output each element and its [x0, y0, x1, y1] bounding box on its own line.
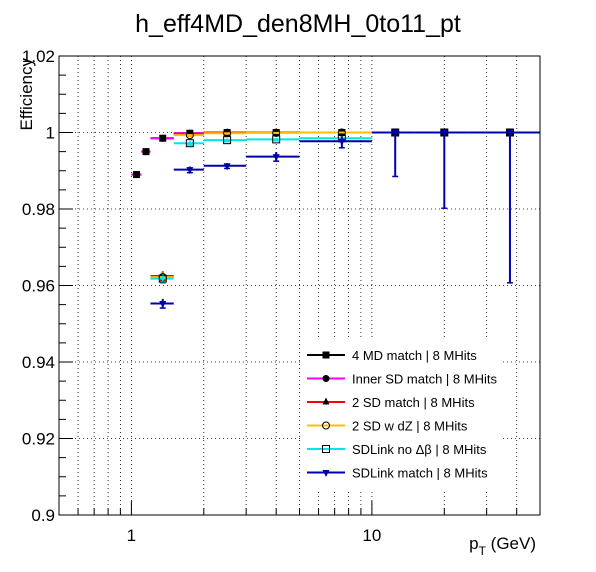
- y-tick-label: 0.94: [22, 353, 55, 372]
- y-tick-label: 0.9: [31, 506, 55, 525]
- data-point: [132, 171, 140, 179]
- y-tick-label: 1.02: [22, 47, 55, 66]
- legend-label: 4 MD match | 8 MHits: [352, 348, 477, 363]
- legend-marker: [322, 375, 330, 382]
- y-axis-label: Efficiency: [17, 58, 36, 131]
- data-point: [506, 130, 514, 137]
- axis-ticks: [58, 55, 541, 516]
- legend-marker: [322, 397, 330, 405]
- data-series: [131, 128, 540, 309]
- x-axis-label-subscript: T: [479, 544, 487, 558]
- legend: 4 MD match | 8 MHits Inner SD match | 8 M…: [303, 340, 503, 492]
- data-point: [272, 135, 281, 144]
- x-axis-label-unit: (GeV): [486, 534, 536, 553]
- legend-marker: [322, 351, 330, 359]
- data-point: [186, 167, 194, 175]
- data-point: [440, 130, 448, 137]
- legend-label: SDLink no Δβ | 8 MHits: [352, 442, 487, 457]
- y-tick-label: 0.96: [22, 277, 55, 296]
- x-tick-label: 10: [362, 526, 381, 545]
- plot-title: h_eff4MD_den8MH_0to11_pt: [135, 10, 461, 38]
- data-point: [159, 300, 167, 308]
- series-4: [150, 128, 540, 284]
- legend-marker: [322, 445, 330, 453]
- data-point: [223, 163, 231, 171]
- data-point: [158, 274, 167, 283]
- data-point: [223, 136, 232, 145]
- legend-marker: [322, 470, 330, 477]
- legend-box: [303, 340, 503, 492]
- x-axis-label-main: p: [469, 534, 478, 553]
- legend-label: 2 SD match | 8 MHits: [352, 395, 475, 410]
- series-5: [150, 130, 540, 309]
- data-point: [142, 148, 150, 156]
- y-tick-label: 0.92: [22, 430, 55, 449]
- data-point: [337, 128, 346, 137]
- plot-frame: [58, 55, 541, 516]
- y-tick-label: 1: [46, 124, 55, 143]
- data-point: [338, 138, 346, 146]
- series-2: [150, 128, 540, 282]
- data-point: [159, 134, 167, 142]
- data-point: [185, 131, 194, 140]
- series-3: [150, 128, 540, 283]
- data-point: [272, 154, 280, 162]
- y-tick-label: 0.98: [22, 200, 55, 219]
- legend-label: 2 SD w dZ | 8 MHits: [352, 419, 468, 434]
- data-point: [185, 139, 194, 148]
- legend-label: Inner SD match | 8 MHits: [352, 372, 497, 387]
- data-point: [391, 130, 399, 137]
- legend-label: SDLink match | 8 MHits: [352, 466, 488, 481]
- tick-labels: 1 10 0.9 0.92 0.94 0.96 0.98 1 1.02: [22, 47, 381, 545]
- x-tick-label: 1: [127, 526, 136, 545]
- x-axis-label: pT (GeV): [469, 534, 536, 558]
- legend-marker: [322, 421, 330, 430]
